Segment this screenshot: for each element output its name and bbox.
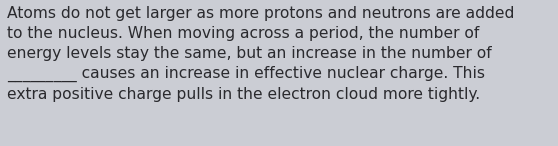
Text: Atoms do not get larger as more protons and neutrons are added
to the nucleus. W: Atoms do not get larger as more protons …: [7, 6, 514, 102]
